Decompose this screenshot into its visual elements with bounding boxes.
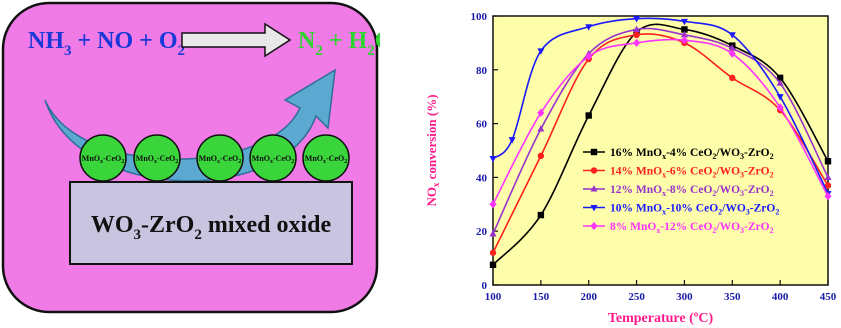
particle-icon: MnOx-CeO2 — [249, 134, 297, 182]
particle-icon: MnOx-CeO2 — [133, 134, 181, 182]
x-tick-label: 150 — [533, 291, 550, 303]
data-point — [489, 261, 497, 269]
svg-text:MnOx-CeO2: MnOx-CeO2 — [305, 154, 347, 165]
legend-marker — [590, 167, 598, 174]
data-point — [824, 182, 832, 189]
x-tick-label: 100 — [485, 291, 502, 303]
data-point — [728, 44, 736, 51]
data-point — [537, 48, 545, 55]
active-particles: MnOx-CeO2 MnOx-CeO2 MnOx-CeO2 MnOx-CeO2 … — [79, 134, 350, 182]
data-point — [729, 74, 736, 82]
data-point — [489, 230, 497, 237]
data-point — [633, 25, 641, 33]
data-point — [633, 38, 641, 48]
legend-item: 16% MnOx-4% CeO2/WO3-ZrO2 — [583, 147, 774, 161]
data-point — [728, 32, 736, 39]
legend-marker — [590, 148, 598, 156]
y-tick-label: 0 — [482, 280, 488, 292]
plot-area — [492, 15, 829, 286]
data-point — [680, 30, 688, 38]
y-tick-label: 60 — [476, 119, 488, 131]
legend-label: 10% MnOx-10% CeO2/WO3-ZrO2 — [610, 203, 779, 217]
data-point — [824, 158, 832, 165]
x-tick-label: 400 — [772, 291, 789, 303]
x-tick-label: 200 — [580, 291, 597, 303]
legend-marker — [590, 185, 598, 192]
x-axis-label: Temperature (ºC) — [608, 311, 714, 326]
data-point — [537, 125, 545, 132]
data-point — [508, 137, 516, 144]
legend-marker — [590, 204, 598, 212]
data-point — [776, 94, 784, 101]
data-point — [776, 79, 784, 86]
data-point — [681, 26, 688, 33]
reaction-scheme: NH3 + NO + O2 N2 + H2O MnOx-CeO2 MnOx-Ce… — [1, 1, 380, 314]
x-tick-label: 250 — [628, 291, 645, 303]
svg-text:MnOx-CeO2: MnOx-CeO2 — [136, 154, 178, 165]
y-tick-label: 40 — [476, 172, 488, 184]
legend-label: 14% MnOx-6% CeO2/WO3-ZrO2 — [610, 166, 774, 180]
data-point — [728, 49, 736, 58]
y-tick-label: 100 — [471, 11, 488, 23]
data-point — [776, 74, 784, 82]
particle-icon: MnOx-CeO2 — [79, 134, 127, 182]
legend-item: 8% MnOx-12% CeO2/WO3-ZrO2 — [583, 221, 774, 235]
reaction-arrow-icon — [181, 22, 292, 58]
x-tick-label: 300 — [676, 291, 693, 303]
legend-item: 10% MnOx-10% CeO2/WO3-ZrO2 — [583, 203, 779, 217]
particle-icon: MnOx-CeO2 — [302, 134, 350, 182]
data-point — [824, 192, 832, 201]
y-tick-label: 20 — [476, 226, 488, 238]
nox-conversion-chart: 100 150 200 250 300 350 400 450 0 20 40 60 80 100 16%… — [424, 11, 837, 326]
legend-label: 8% MnOx-12% CeO2/WO3-ZrO2 — [610, 221, 774, 235]
data-point — [824, 173, 832, 180]
svg-text:MnOx-CeO2: MnOx-CeO2 — [199, 154, 241, 165]
data-point — [489, 156, 497, 163]
legend-label: 12% MnOx-8% CeO2/WO3-ZrO2 — [610, 184, 774, 198]
data-point — [537, 108, 545, 117]
support-block — [69, 181, 353, 265]
data-point — [585, 112, 592, 119]
data-point — [537, 211, 545, 219]
data-point — [489, 249, 497, 256]
data-point — [585, 24, 593, 31]
data-point — [633, 16, 641, 23]
legend: 16% MnOx-4% CeO2/WO3-ZrO2 14% MnOx-6% CeO… — [583, 147, 779, 235]
data-point — [585, 52, 593, 61]
x-tick-label: 450 — [820, 291, 837, 303]
data-point — [537, 152, 545, 160]
legend-marker — [590, 221, 598, 231]
svg-text:MnOx-CeO2: MnOx-CeO2 — [252, 154, 294, 165]
data-point — [680, 18, 688, 26]
legend-item: 12% MnOx-8% CeO2/WO3-ZrO2 — [583, 184, 774, 198]
y-tick-label: 80 — [476, 65, 488, 77]
particle-icon: MnOx-CeO2 — [196, 134, 244, 182]
reactants-label: NH3 + NO + O2 — [28, 28, 185, 59]
svg-text:MnOx-CeO2: MnOx-CeO2 — [82, 154, 124, 165]
x-tick-label: 350 — [724, 291, 741, 303]
data-point — [776, 103, 784, 112]
y-axis-label: NOx conversion (%) — [424, 94, 441, 206]
data-point — [680, 36, 688, 45]
products-label: N2 + H2O — [298, 28, 380, 59]
legend-item: 14% MnOx-6% CeO2/WO3-ZrO2 — [583, 166, 774, 180]
legend-label: 16% MnOx-4% CeO2/WO3-ZrO2 — [610, 147, 774, 161]
support-label: WO3-ZrO2 mixed oxide — [91, 212, 332, 243]
data-point — [633, 31, 640, 39]
